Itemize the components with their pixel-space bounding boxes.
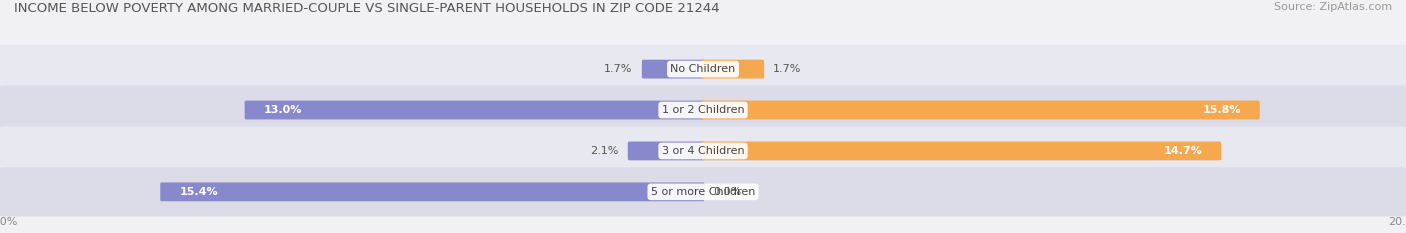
FancyBboxPatch shape <box>643 60 704 79</box>
Text: No Children: No Children <box>671 64 735 74</box>
Text: 0.0%: 0.0% <box>713 187 742 197</box>
FancyBboxPatch shape <box>160 182 704 201</box>
Text: 15.4%: 15.4% <box>180 187 218 197</box>
Text: 2.1%: 2.1% <box>591 146 619 156</box>
Text: 1 or 2 Children: 1 or 2 Children <box>662 105 744 115</box>
FancyBboxPatch shape <box>702 60 765 79</box>
Text: 1.7%: 1.7% <box>605 64 633 74</box>
FancyBboxPatch shape <box>0 45 1406 94</box>
Text: 3 or 4 Children: 3 or 4 Children <box>662 146 744 156</box>
Text: 15.8%: 15.8% <box>1202 105 1241 115</box>
Text: 14.7%: 14.7% <box>1163 146 1202 156</box>
FancyBboxPatch shape <box>702 101 1260 120</box>
FancyBboxPatch shape <box>245 101 704 120</box>
Text: INCOME BELOW POVERTY AMONG MARRIED-COUPLE VS SINGLE-PARENT HOUSEHOLDS IN ZIP COD: INCOME BELOW POVERTY AMONG MARRIED-COUPL… <box>14 2 720 15</box>
Text: 13.0%: 13.0% <box>264 105 302 115</box>
Text: 1.7%: 1.7% <box>773 64 801 74</box>
FancyBboxPatch shape <box>0 86 1406 135</box>
FancyBboxPatch shape <box>627 141 704 160</box>
FancyBboxPatch shape <box>0 167 1406 216</box>
FancyBboxPatch shape <box>702 141 1220 160</box>
Text: 5 or more Children: 5 or more Children <box>651 187 755 197</box>
FancyBboxPatch shape <box>0 126 1406 175</box>
Text: Source: ZipAtlas.com: Source: ZipAtlas.com <box>1274 2 1392 12</box>
